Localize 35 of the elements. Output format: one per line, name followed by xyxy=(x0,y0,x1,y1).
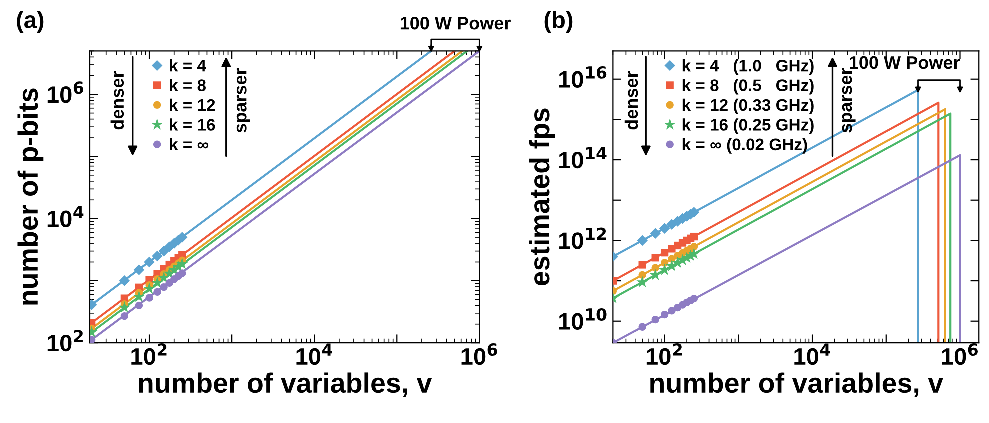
legend-label: k = 12 (0.33 GHz) xyxy=(682,98,814,114)
x-tick-label: 10$^{6}$ xyxy=(462,344,498,366)
legend-label: k = 16 (0.25 GHz) xyxy=(682,118,814,134)
annotation: sparser xyxy=(842,68,856,133)
y-tick-label: 10$^{6}$ xyxy=(48,82,84,104)
x-axis-title: number of variables, v xyxy=(650,372,944,398)
y-tick-label: 10$^{12}$ xyxy=(560,228,606,250)
y-tick-label: 10$^{16}$ xyxy=(560,66,607,88)
y-tick-label: 10$^{10}$ xyxy=(560,308,607,330)
x-axis-title: number of variables, v xyxy=(139,372,432,398)
legend-label: k = 12 xyxy=(170,98,216,111)
y-tick-label: 10$^{4}$ xyxy=(48,206,84,228)
legend-label: k = 4 xyxy=(170,60,206,72)
x-tick-label: 10$^{2}$ xyxy=(646,344,682,366)
x-tick-label: 10$^{4}$ xyxy=(794,344,830,366)
legend-label: k = 16 xyxy=(170,118,216,131)
y-axis-title: estimated fps xyxy=(529,108,556,286)
chart-title: (b) xyxy=(544,11,573,34)
x-tick-label: 10$^{2}$ xyxy=(132,344,167,366)
legend-label: k = ∞ xyxy=(170,138,209,150)
legend-label: k = ∞ (0.02 GHz) xyxy=(682,138,808,154)
annotation: 100 W Power xyxy=(850,56,960,70)
annotation: sparser xyxy=(236,68,250,133)
annotation: denser xyxy=(624,71,638,130)
y-tick-label: 10$^{14}$ xyxy=(560,147,607,169)
x-tick-label: 10$^{6}$ xyxy=(942,344,978,366)
chart-title: (a) xyxy=(17,11,44,34)
x-tick-label: 10$^{4}$ xyxy=(296,344,332,366)
y-tick-label: 10$^{2}$ xyxy=(48,330,83,352)
annotation: denser xyxy=(110,71,124,130)
legend-label: k = 8 xyxy=(170,79,206,92)
legend-label: k = 8 (0.5 GHz) xyxy=(682,79,814,95)
text: 100 W Power xyxy=(400,16,511,30)
y-axis-title: number of p-bits xyxy=(18,88,44,305)
legend-label: k = 4 (1.0 GHz) xyxy=(682,60,814,76)
